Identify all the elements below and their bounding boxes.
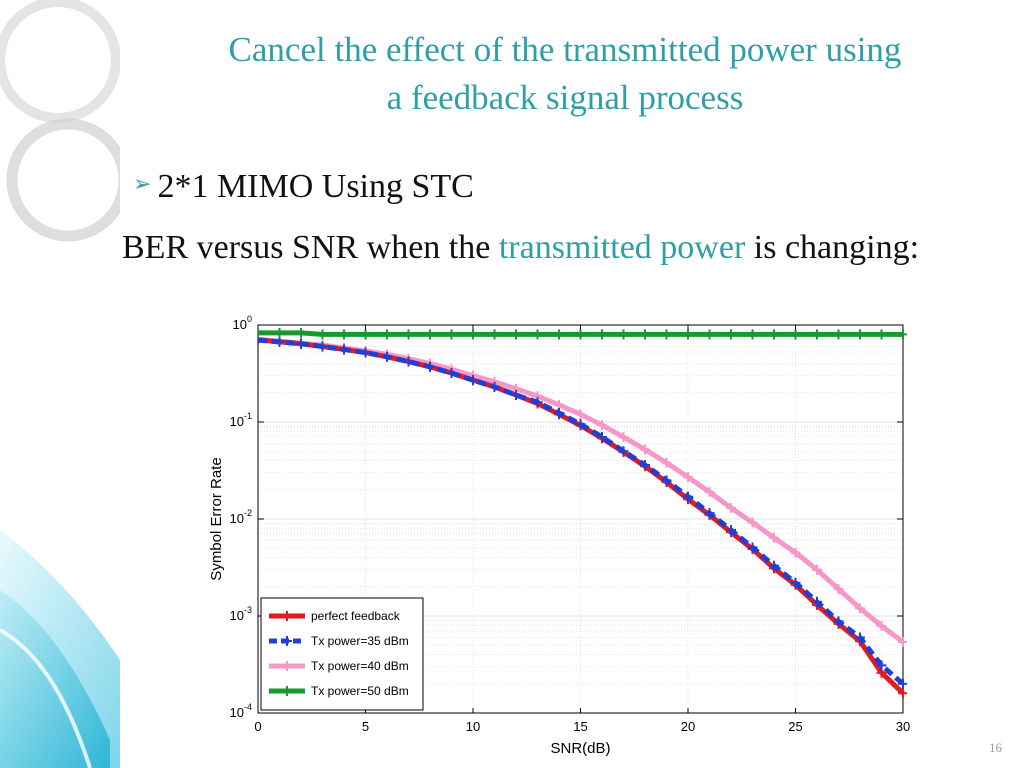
description-highlight: transmitted power bbox=[498, 229, 746, 266]
x-tick-label: 5 bbox=[362, 719, 369, 734]
bullet-item: ➢ 2*1 MIMO Using STC bbox=[133, 168, 474, 206]
decor-ring-mid bbox=[6, 118, 120, 242]
legend-entry: perfect feedback bbox=[311, 609, 401, 623]
y-tick-label: 10-3 bbox=[230, 605, 252, 623]
plot-area: 0 5 10 15 20 25 30 100 10-1 10-2 10-3 10-4 SNR(dB) Sy… bbox=[208, 314, 910, 757]
y-tick-label: 10-1 bbox=[230, 411, 252, 429]
ser-vs-snr-chart: 0 5 10 15 20 25 30 100 10-1 10-2 10-3 10-4 SNR(dB) Sy… bbox=[208, 314, 910, 757]
description-part2: is changing: bbox=[745, 229, 920, 266]
x-tick-label: 10 bbox=[466, 719, 480, 734]
series-1 bbox=[258, 335, 907, 689]
x-tick-label: 15 bbox=[573, 719, 587, 734]
slide-number: 16 bbox=[989, 740, 1002, 755]
slide-title: Cancel the effect of the transmitted pow… bbox=[140, 26, 990, 122]
legend-entry: Tx power=35 dBm bbox=[311, 634, 409, 648]
x-tick-label: 30 bbox=[896, 719, 910, 734]
x-tick-label: 20 bbox=[681, 719, 695, 734]
y-tick-label: 10-4 bbox=[230, 702, 252, 720]
left-decoration bbox=[0, 0, 120, 768]
y-axis-label: Symbol Error Rate bbox=[208, 457, 225, 580]
y-tick-label: 10-2 bbox=[230, 508, 252, 526]
decor-ring-top bbox=[0, 0, 120, 123]
legend-entry: Tx power=40 dBm bbox=[311, 659, 409, 673]
x-tick-label: 0 bbox=[254, 719, 261, 734]
slide-title-line2: a feedback signal process bbox=[386, 78, 744, 117]
x-tick-label: 25 bbox=[788, 719, 802, 734]
series-3 bbox=[258, 327, 907, 340]
decor-wave-front bbox=[0, 590, 110, 768]
y-tick-label: 100 bbox=[233, 314, 252, 332]
slide-title-line1: Cancel the effect of the transmitted pow… bbox=[228, 30, 902, 69]
legend-entry: Tx power=50 dBm bbox=[311, 684, 409, 698]
decor-wave-highlight bbox=[0, 628, 92, 768]
x-axis-label: SNR(dB) bbox=[550, 740, 610, 757]
description-part1: BER versus SNR when the bbox=[122, 229, 499, 266]
bullet-text: 2*1 MIMO Using STC bbox=[157, 168, 474, 205]
description-text: BER versus SNR when the transmitted powe… bbox=[122, 226, 942, 270]
legend: perfect feedback Tx power=35 dBm Tx power=… bbox=[260, 597, 424, 711]
arrow-bullet-icon: ➢ bbox=[133, 172, 152, 197]
